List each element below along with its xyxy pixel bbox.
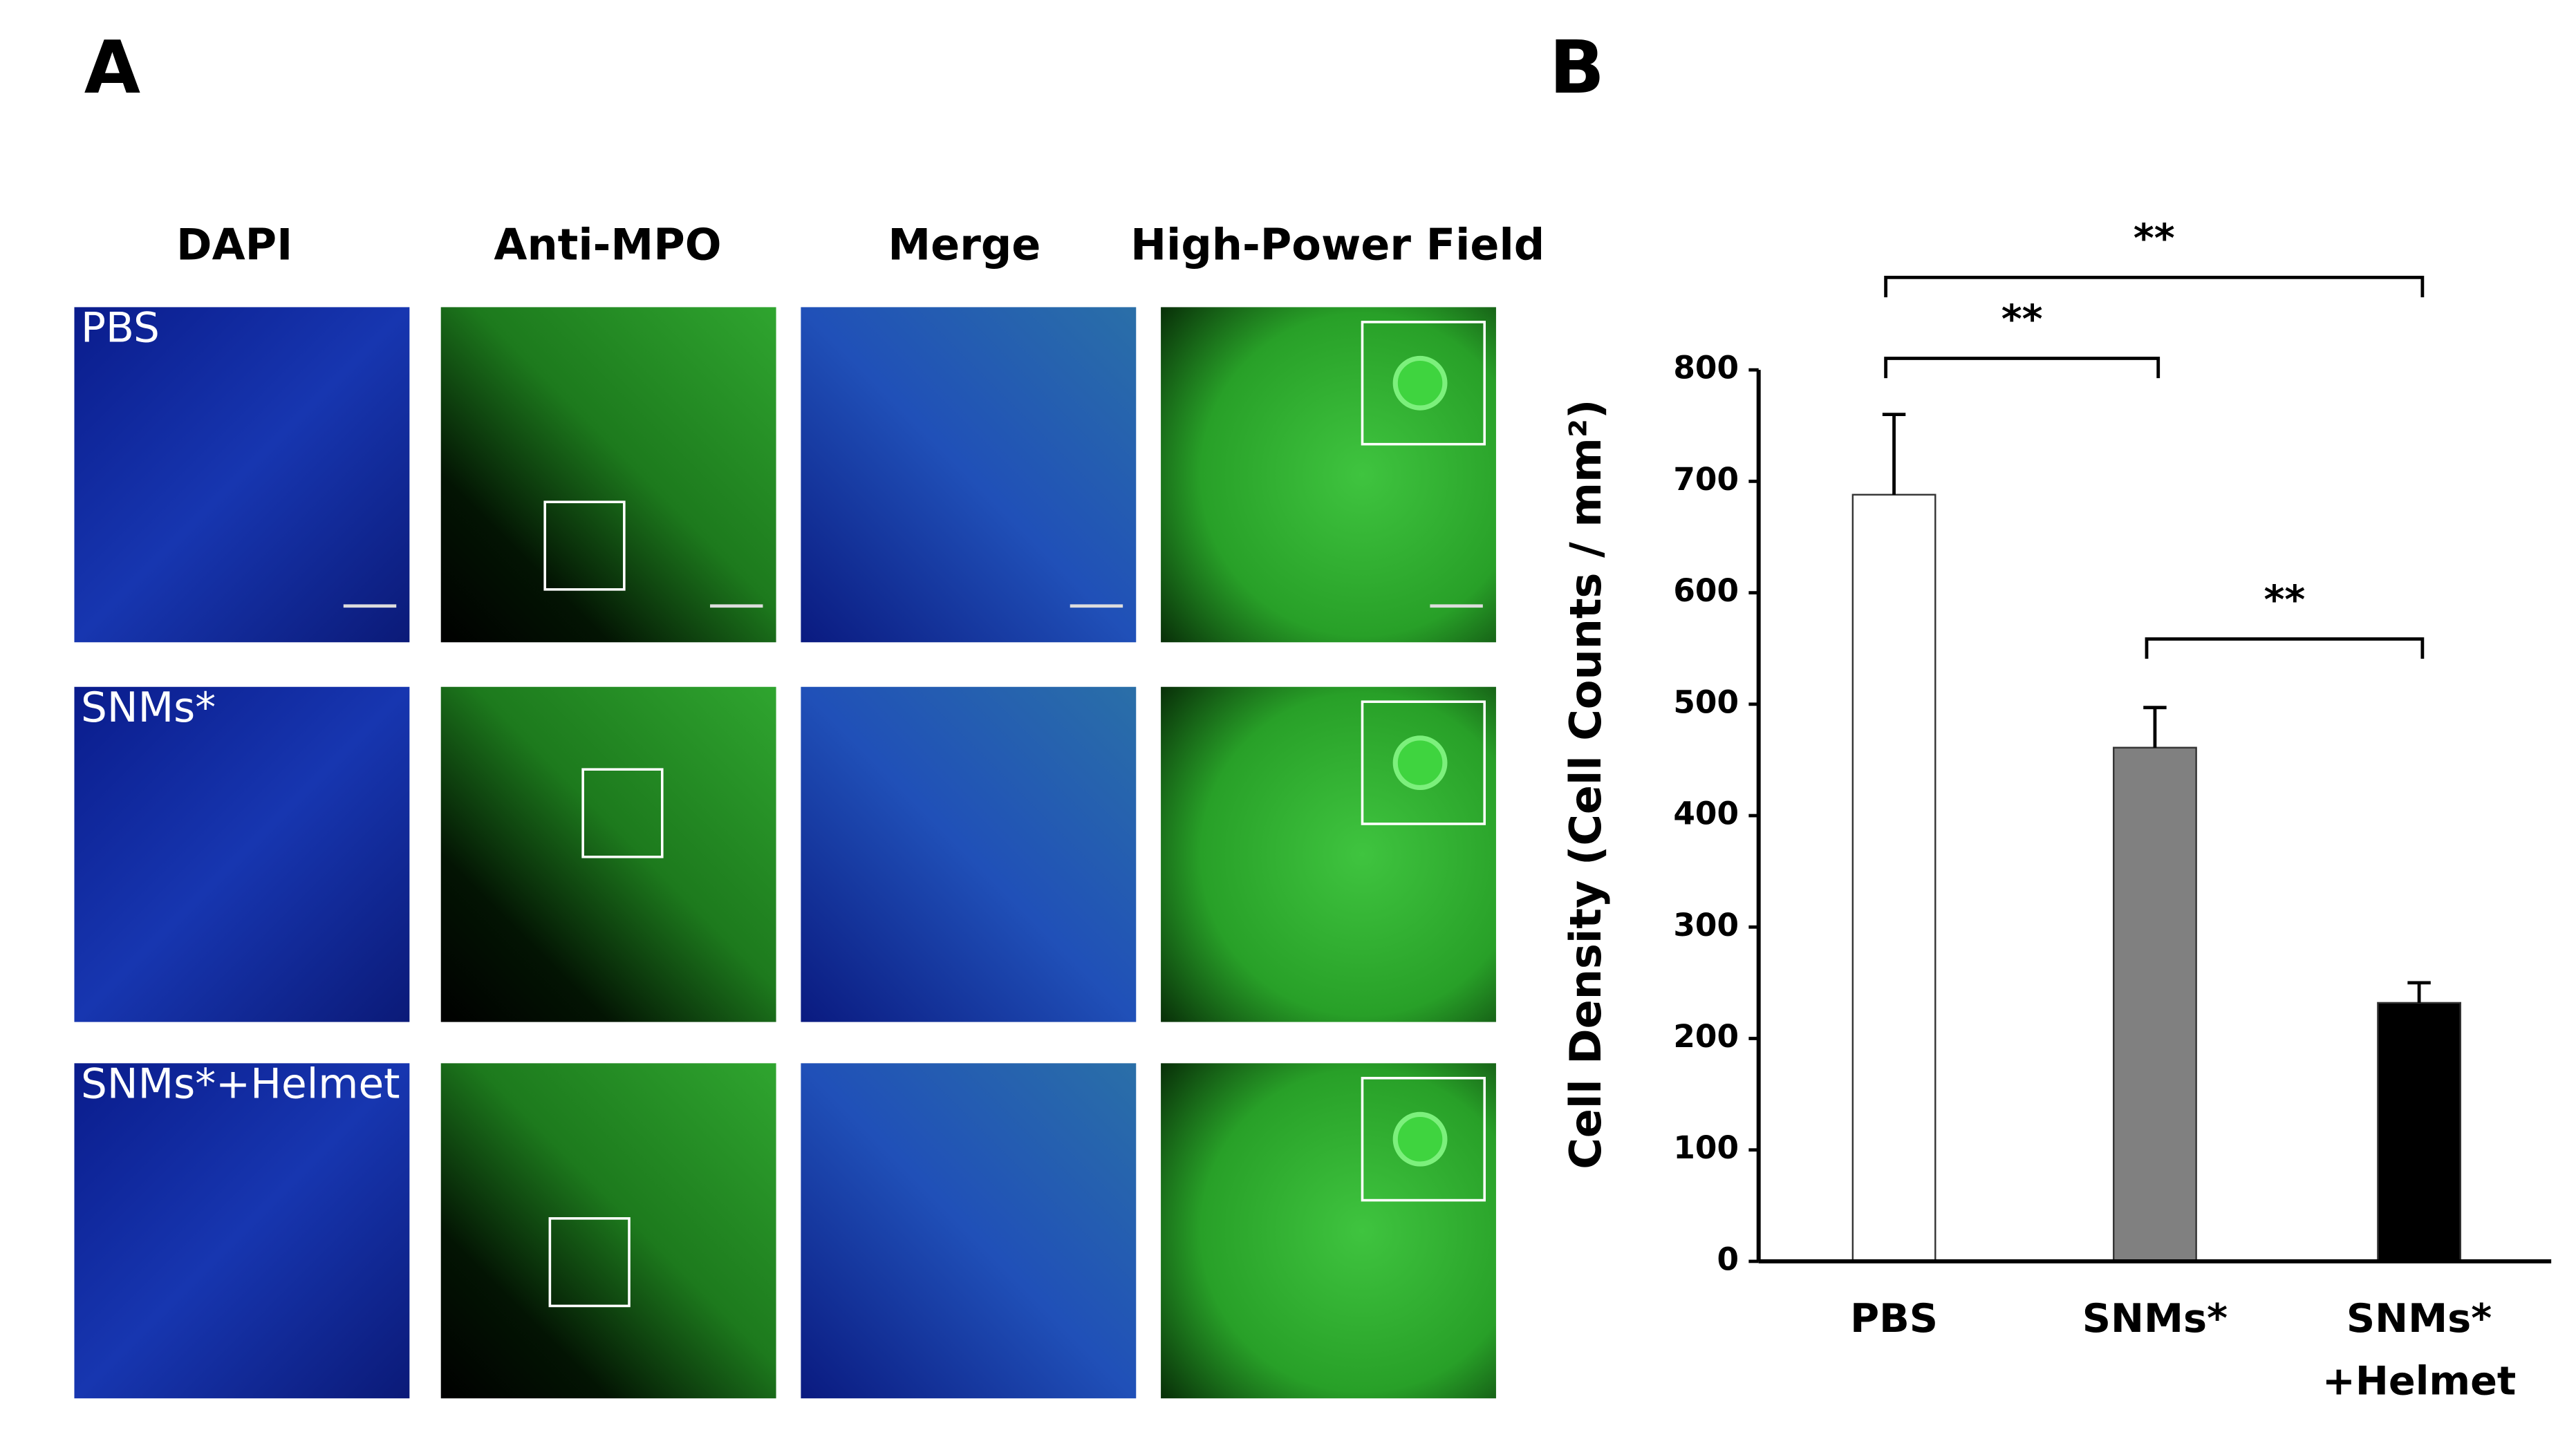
micrograph	[440, 686, 776, 1022]
row-label: SNMs*+Helmet	[81, 1060, 400, 1108]
y-tick-label: 300	[1673, 907, 1739, 943]
column-header: Anti-MPO	[494, 220, 721, 270]
y-tick-label: 100	[1673, 1129, 1739, 1166]
inset-cell	[1392, 735, 1448, 791]
bar	[1851, 493, 1936, 1263]
micrograph	[1161, 1063, 1496, 1399]
micrograph	[440, 307, 776, 643]
significance-bracket	[2145, 637, 2425, 659]
bar	[2377, 1002, 2462, 1263]
row-label: SNMs*	[81, 684, 216, 732]
bar	[2113, 746, 2197, 1263]
column-header: Merge	[888, 220, 1040, 270]
y-tick-label: 700	[1673, 461, 1739, 498]
y-tick-label: 200	[1673, 1018, 1739, 1055]
micrograph	[74, 686, 410, 1022]
y-tick-label: 500	[1673, 684, 1739, 720]
column-header: DAPI	[176, 220, 292, 270]
micrograph	[801, 1063, 1137, 1399]
y-axis-label: Cell Density (Cell Counts / mm²)	[1560, 399, 1611, 1169]
error-bar	[2143, 706, 2167, 748]
y-tick-label: 400	[1673, 796, 1739, 832]
inset-box	[543, 500, 626, 591]
micrograph	[801, 686, 1137, 1022]
significance-label: **	[2001, 297, 2043, 343]
micrograph	[1161, 307, 1496, 643]
micrograph	[74, 1063, 410, 1399]
inset-cell	[1392, 1111, 1448, 1167]
inset-box	[1361, 321, 1486, 446]
micrograph	[440, 1063, 776, 1399]
micrograph	[801, 307, 1137, 643]
significance-bracket	[1884, 357, 2160, 379]
column-header: High-Power Field	[1130, 220, 1544, 270]
y-tick-label: 800	[1673, 350, 1739, 386]
significance-label: **	[2264, 577, 2305, 623]
row-label: PBS	[81, 304, 160, 352]
significance-label: **	[2134, 216, 2175, 262]
panel-b: 0 100 200 300 400 500 600 700 800 Cell Density (C…	[1560, 216, 2552, 1404]
x-tick-label: SNMs* +Helmet	[2322, 1295, 2517, 1404]
panel-label: A	[84, 25, 140, 110]
inset-box	[548, 1217, 631, 1308]
y-tick-label: 600	[1673, 572, 1739, 609]
y-tick-label: 0	[1717, 1241, 1739, 1277]
significance-bracket	[1884, 276, 2425, 298]
inset-cell	[1392, 355, 1448, 411]
micrograph	[74, 307, 410, 643]
x-tick-label: SNMs*	[2082, 1295, 2228, 1342]
inset-box	[581, 768, 664, 858]
error-bar	[1882, 413, 1906, 495]
panel-a: DAPI Anti-MPO Merge High-Power Field PBS SNMs…	[74, 220, 1544, 1399]
x-tick-label: PBS	[1850, 1295, 1938, 1342]
panel-label: B	[1549, 25, 1605, 110]
inset-box	[1361, 1077, 1486, 1202]
inset-box	[1361, 700, 1486, 825]
micrograph	[1161, 686, 1496, 1022]
error-bar	[2407, 981, 2431, 1003]
